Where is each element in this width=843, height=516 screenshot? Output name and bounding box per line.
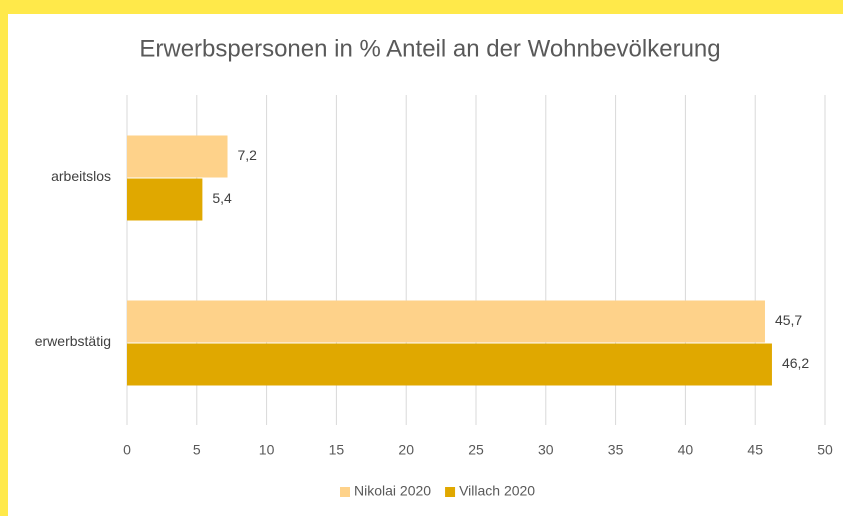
x-tick-label: 10 [259,442,275,458]
value-label: 7,2 [238,147,258,163]
x-tick-label: 40 [678,442,694,458]
bar [127,343,772,386]
chart-title: Erwerbspersonen in % Anteil an der Wohnb… [139,35,720,62]
x-tick-label: 35 [608,442,624,458]
legend-swatch [340,487,350,497]
bar [127,300,765,343]
value-label: 45,7 [775,312,802,328]
x-tick-label: 20 [398,442,414,458]
legend-label: Nikolai 2020 [354,483,431,499]
legend-swatch [445,487,456,497]
value-label: 46,2 [782,355,809,371]
x-tick-label: 5 [193,442,201,458]
bar [127,135,228,178]
x-tick-label: 25 [468,442,484,458]
x-tick-label: 45 [747,442,763,458]
chart-background [8,14,843,516]
value-label: 5,4 [212,190,232,206]
bar [127,178,203,221]
x-tick-label: 15 [329,442,345,458]
x-tick-label: 30 [538,442,554,458]
x-tick-label: 0 [123,442,131,458]
legend-label: Villach 2020 [459,483,535,499]
x-tick-label: 50 [817,442,833,458]
y-tick-label: erwerbstätig [35,333,111,349]
y-tick-label: arbeitslos [51,168,111,184]
